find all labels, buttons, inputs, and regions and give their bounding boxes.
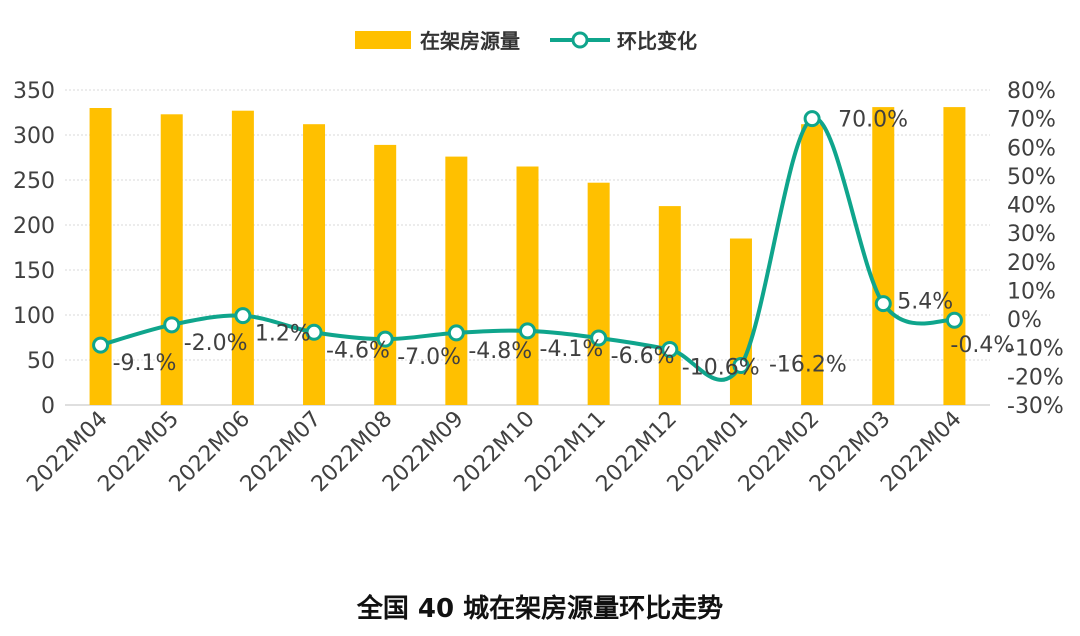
y-left-tick-label: 300 <box>13 124 55 149</box>
legend-line-label: 环比变化 <box>617 29 697 53</box>
line-point <box>519 322 536 340</box>
bar <box>943 107 966 405</box>
line-point <box>376 330 394 348</box>
y-right-tick-label: -20% <box>1007 365 1064 390</box>
line-point <box>92 336 110 354</box>
bar <box>231 110 254 405</box>
y-left-tick-label: 0 <box>41 394 55 419</box>
bar <box>89 108 112 405</box>
line-data-label: -6.6% <box>611 344 675 369</box>
bar <box>303 124 326 405</box>
legend-line-marker <box>571 31 589 49</box>
line-point <box>590 329 608 347</box>
y-right-tick-label: -10% <box>1007 337 1064 362</box>
line-point <box>945 311 963 329</box>
line-data-label: -4.1% <box>540 337 604 362</box>
y-right-tick-label: 40% <box>1007 194 1056 219</box>
y-left-axis: 0 50 100 150 200 250 300 350 <box>13 79 55 419</box>
y-right-axis: -30% -20% -10% 0% 10% 20% 30% 40% 50% 60% 70% 80% <box>1007 79 1064 419</box>
line-point <box>447 324 465 342</box>
y-left-tick-label: 150 <box>13 259 55 284</box>
y-right-tick-label: 60% <box>1007 136 1056 161</box>
line-data-label: -10.6% <box>682 355 760 380</box>
y-right-tick-label: 70% <box>1007 108 1056 133</box>
line-labels: -9.1%-2.0% 1.2%-4.6% -7.0% -4.8% -4.1% -6.6% -… <box>113 108 1015 381</box>
line-point <box>234 307 252 325</box>
y-left-tick-label: 50 <box>27 349 55 374</box>
line-point <box>874 295 892 313</box>
bar <box>658 206 681 405</box>
line-data-label: -9.1% <box>113 351 177 376</box>
y-right-tick-label: 80% <box>1007 79 1056 104</box>
line-data-label: -4.6% <box>326 338 390 363</box>
y-left-tick-label: 200 <box>13 214 55 239</box>
y-left-tick-label: 250 <box>13 169 55 194</box>
line-data-label: -7.0% <box>397 345 461 370</box>
line-point <box>163 316 181 334</box>
y-left-tick-label: 350 <box>13 79 55 104</box>
line-point <box>732 356 750 374</box>
bar <box>445 156 468 405</box>
legend-bar-swatch <box>355 31 411 49</box>
legend-bar-label: 在架房源量 <box>420 29 520 53</box>
bar <box>872 107 895 405</box>
line-data-label: 1.2% <box>255 322 311 347</box>
y-right-tick-label: 30% <box>1007 222 1056 247</box>
line-data-label: 5.4% <box>897 290 953 315</box>
line-point <box>661 340 679 358</box>
bar <box>587 182 610 405</box>
legend: 在架房源量 环比变化 <box>355 29 697 53</box>
bar <box>160 114 183 406</box>
y-right-tick-label: 10% <box>1007 279 1056 304</box>
line-point <box>305 323 323 341</box>
y-right-tick-label: -30% <box>1007 394 1064 419</box>
bar <box>516 166 539 405</box>
bar <box>801 124 824 405</box>
y-left-tick-label: 100 <box>13 304 55 329</box>
y-right-tick-label: 20% <box>1007 251 1056 276</box>
x-axis: 2022M042022M052022M062022M072022M082022M… <box>22 407 966 497</box>
line-data-label: -4.8% <box>468 339 532 364</box>
bar <box>374 144 397 405</box>
line-series <box>92 110 963 382</box>
line-data-label: 70.0% <box>838 108 908 133</box>
line-data-label: -2.0% <box>184 331 248 356</box>
line-data-label: -16.2% <box>769 352 847 377</box>
y-right-tick-label: 0% <box>1007 308 1042 333</box>
line-point <box>803 110 821 128</box>
chart-title: 全国 40 城在架房源量环比走势 <box>356 593 723 624</box>
y-right-tick-label: 50% <box>1007 165 1056 190</box>
line-data-label: -0.4% <box>950 333 1014 358</box>
